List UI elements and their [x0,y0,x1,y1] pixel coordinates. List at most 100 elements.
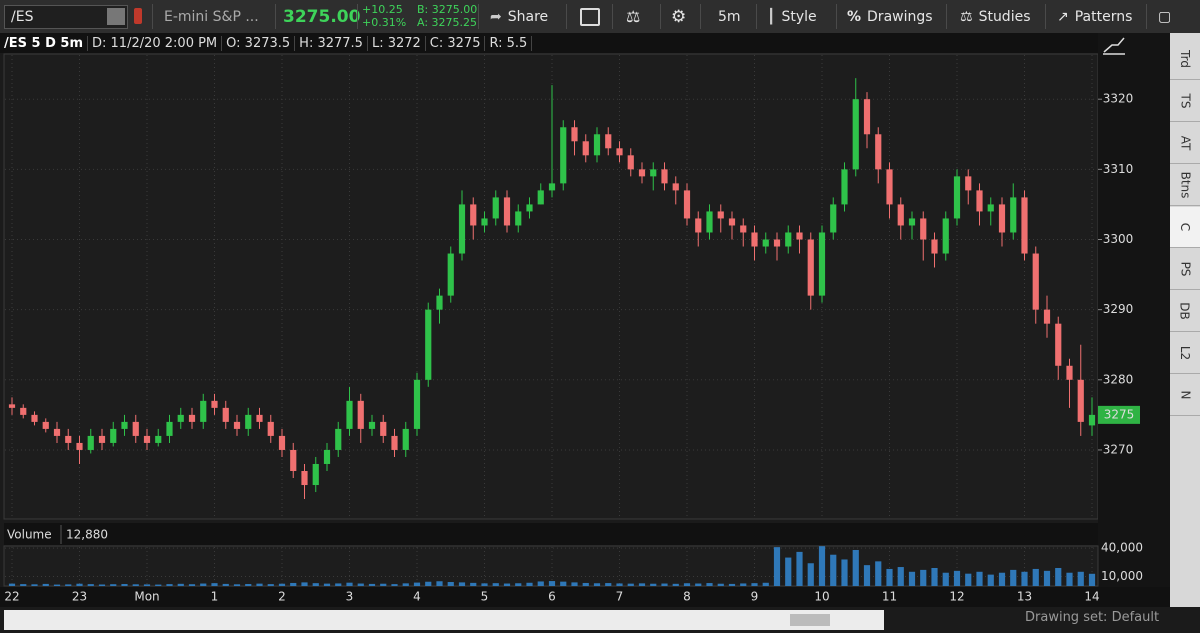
share-button[interactable]: ➦ Share [490,8,549,25]
studies-button[interactable]: ⚖ Studies [960,8,1031,25]
candle-body [965,176,972,191]
x-tick-label: 14 [1084,590,1099,604]
sidebar-tab[interactable]: Btns [1170,165,1200,206]
change-pct: +0.31% [362,16,407,29]
volume-bar [807,563,814,586]
tab-label: PS [1177,261,1192,277]
volume-bar [492,583,499,586]
volume-bar [785,557,792,586]
volume-bar [143,584,151,586]
candle-body [503,197,511,226]
tab-label: Btns [1177,171,1192,199]
candle-body [1077,379,1084,422]
volume-bar [1055,567,1062,586]
candle-body [571,127,578,142]
candle-body [526,204,533,212]
volume-bar [267,584,274,586]
candle-body [53,428,61,436]
candle-body [143,435,151,443]
volume-bar [1032,568,1039,586]
candle-body [346,400,353,429]
settings-button[interactable]: ⚙ [671,6,687,27]
candle-body [211,400,218,408]
volume-bar [166,584,173,586]
volume-bar [762,582,769,586]
ask: A: 3275.25 [417,16,478,29]
candle-body [42,421,49,429]
sidebar-tab[interactable]: L2 [1170,333,1200,374]
volume-bar [177,583,184,586]
candle-body [987,204,994,212]
volume-bar [155,584,162,586]
x-tick-label: Mon [134,590,159,604]
volume-bar [897,567,904,586]
candle-body [976,190,983,212]
x-tick-label: 2 [278,590,286,604]
sidebar-tab[interactable]: PS [1170,249,1200,290]
volume-bar [110,584,117,586]
volume-bar [503,583,511,586]
lab-button[interactable]: ⚖ [626,7,641,26]
volume-bar [582,582,589,586]
candle-body [301,470,308,486]
candle-body [807,239,814,296]
sidebar-tab[interactable]: C [1170,207,1200,248]
sidebar-tab[interactable]: DB [1170,291,1200,332]
volume-bar [627,583,634,586]
volume-bar [1010,569,1017,586]
candle-body [841,169,848,205]
symbol-box[interactable]: /ES [4,5,128,29]
candle-body [458,204,466,254]
candle-body [323,449,331,464]
volume-bar [391,584,398,586]
scroll-thumb [790,614,830,626]
sidebar-tab[interactable]: AT [1170,123,1200,164]
x-tick-label: 4 [413,590,421,604]
y-tick-label: 3270 [1103,442,1134,456]
header-field: H: 3277.5 [295,35,368,51]
volume-bar [863,565,871,586]
style-button[interactable]: ┃ Style [767,8,817,25]
candle-body [436,295,443,310]
zoom-button[interactable]: ▢ [1158,8,1172,25]
scrollbar [4,610,884,630]
candle-body [998,204,1006,233]
interval-button[interactable]: 5m [718,0,741,33]
sidebar-tab[interactable]: Trd [1170,39,1200,80]
candle-body [537,190,544,205]
x-tick-label: 8 [683,590,691,604]
patterns-button[interactable]: ↗ Patterns [1057,8,1133,25]
button-label: Studies [978,8,1031,25]
candle-body [256,414,263,422]
price-panel [3,53,1099,520]
volume-bar [290,582,297,586]
volume-title: Volume [7,528,52,542]
candle-body [278,435,286,450]
x-tick-label: 6 [548,590,556,604]
volume-bar [1077,571,1084,586]
volume-readout: 12,880 [66,528,108,542]
volume-bar [458,582,466,586]
candle-body [683,190,691,219]
candle-body [908,218,916,226]
candle-body [177,414,184,422]
candle-body [1066,365,1073,380]
drawings-button[interactable]: % Drawings [847,8,933,25]
x-tick-label: 10 [814,590,829,604]
header-field: D: 11/2/20 2:00 PM [88,35,223,51]
sidebar-tab[interactable]: N [1170,375,1200,416]
volume-bar [605,583,612,586]
alert-button[interactable] [580,0,600,33]
volume-bar [211,583,218,586]
volume-bar [323,583,331,586]
y-tick-label: 3310 [1103,162,1134,176]
volume-bar [515,583,522,586]
volume-bar [121,584,128,586]
volume-bar [256,583,263,586]
tab-label: TS [1177,93,1192,109]
dropdown[interactable] [107,8,125,25]
sidebar-tab[interactable]: TS [1170,81,1200,122]
candle-body [627,155,634,170]
x-tick-label: 3 [346,590,354,604]
